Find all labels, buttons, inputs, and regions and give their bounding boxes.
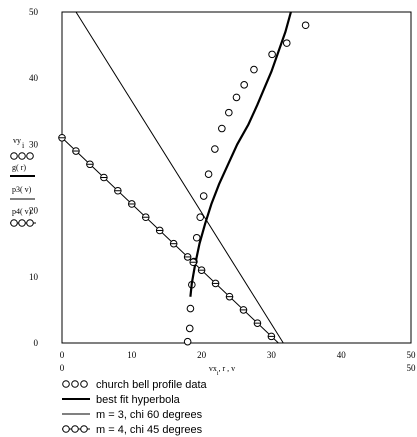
x-range-right-label: 50 xyxy=(407,363,417,373)
data-point-2 xyxy=(186,304,195,313)
y-label-p4-marker-1 xyxy=(18,219,26,227)
x-range-left-label: 0 xyxy=(60,363,65,373)
x-tick-label-4: 40 xyxy=(337,350,347,360)
x-axis-label-rest: , r , v xyxy=(219,364,236,373)
legend-m4-marker-0 xyxy=(62,425,70,433)
y-label-p4-marker-0 xyxy=(10,219,18,227)
y-axis-label: vyi g( r) p3( v) p4( v) xyxy=(10,136,36,227)
x-tick-label-3: 30 xyxy=(267,350,277,360)
data-point-7 xyxy=(199,192,208,200)
y-tick-label-3: 30 xyxy=(29,139,39,149)
legend: church bell profile data best fit hyperbo… xyxy=(62,379,208,436)
data-point-17 xyxy=(301,21,310,30)
x-axis-label: vxi, r , v xyxy=(209,364,235,377)
y-label-data-marker-0 xyxy=(10,152,18,160)
y-label-data-marker-2 xyxy=(26,152,34,160)
legend-label-1: best fit hyperbola xyxy=(96,394,181,406)
series-1-line xyxy=(189,11,292,297)
legend-label-2: m = 3, chi 60 degrees xyxy=(96,409,203,421)
data-point-12 xyxy=(232,93,241,102)
y-tick-label-1: 10 xyxy=(29,272,39,282)
x-axis-label-text: vxi, r , v xyxy=(209,364,235,377)
y-label-vy-subscript: i xyxy=(22,141,25,150)
data-point-6 xyxy=(196,213,205,222)
x-tick-label-1: 10 xyxy=(127,350,137,360)
data-point-11 xyxy=(225,108,233,117)
y-tick-label-5: 50 xyxy=(29,7,39,17)
y-label-p3: p3( v) xyxy=(12,185,32,194)
x-axis-label-subscript: i xyxy=(217,371,219,377)
series-layer xyxy=(58,11,310,346)
legend-data-marker-1 xyxy=(71,380,79,388)
data-point-0 xyxy=(183,337,192,346)
y-tick-label-2: 20 xyxy=(29,206,39,216)
legend-m4-marker-1 xyxy=(71,425,79,433)
legend-label-3: m = 4, chi 45 degrees xyxy=(96,424,203,436)
data-point-14 xyxy=(250,65,258,74)
y-tick-label-0: 0 xyxy=(34,338,39,348)
y-label-p4: p4( v) xyxy=(12,207,32,216)
data-point-9 xyxy=(211,145,219,153)
data-point-13 xyxy=(240,81,248,89)
plot-frame xyxy=(61,11,412,344)
x-tick-label-0: 0 xyxy=(60,350,65,360)
series-2-line xyxy=(75,11,284,344)
tick-labels: 0 10 20 30 40 50 0 10 20 30 40 50 0 50 xyxy=(29,7,416,373)
legend-data-marker-0 xyxy=(62,380,70,388)
data-point-10 xyxy=(218,124,226,133)
legend-m4-marker-2 xyxy=(80,425,88,433)
legend-label-0: church bell profile data xyxy=(96,379,208,391)
y-label-data-marker-1 xyxy=(18,152,26,160)
y-label-g: g( r) xyxy=(12,163,26,172)
x-tick-label-5: 50 xyxy=(407,350,417,360)
x-axis-label-main: vx xyxy=(209,364,217,373)
data-point-8 xyxy=(204,170,213,178)
y-label-vy: vy xyxy=(13,136,21,145)
data-point-5 xyxy=(192,233,201,242)
data-point-16 xyxy=(282,39,291,47)
x-tick-label-2: 20 xyxy=(197,350,207,360)
y-tick-label-4: 40 xyxy=(29,73,39,83)
data-point-15 xyxy=(268,50,276,59)
legend-data-marker-2 xyxy=(80,380,88,388)
data-point-1 xyxy=(185,324,194,333)
y-label-p4-marker-2 xyxy=(26,219,34,227)
